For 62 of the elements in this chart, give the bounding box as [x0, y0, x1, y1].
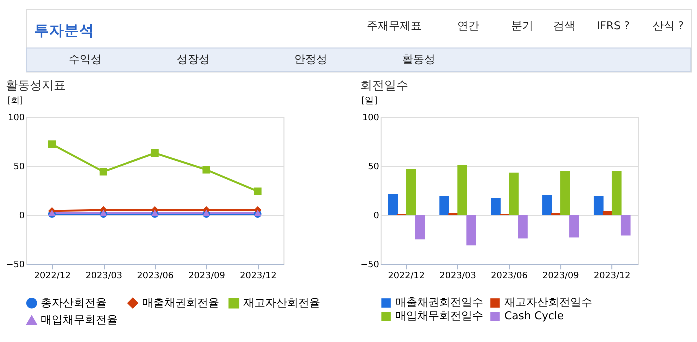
bar — [612, 170, 622, 216]
y-tick-label: 50 — [368, 162, 380, 172]
text: 성장성 — [176, 52, 210, 66]
text: 투자분석 — [34, 22, 94, 40]
text: 안정성 — [294, 52, 328, 66]
bar — [509, 172, 519, 216]
bar — [594, 196, 604, 216]
text: 활동성 — [402, 52, 436, 66]
point — [151, 149, 159, 158]
x-tick-label: 2023/03 — [86, 271, 122, 282]
point — [100, 168, 108, 176]
bar — [620, 215, 631, 236]
x-tick-label: 2023/09 — [188, 271, 226, 282]
text: 수익성 — [68, 52, 102, 66]
bar — [415, 215, 426, 240]
y-tick-label: −50 — [360, 260, 380, 271]
y-tick-label: 0 — [374, 212, 380, 222]
bar — [458, 165, 468, 216]
text: 주재무제표 — [367, 20, 422, 33]
point — [254, 188, 262, 196]
x-tick-label: 2022/12 — [388, 271, 425, 282]
bar — [560, 170, 570, 216]
x-tick-label: 2023/12 — [594, 271, 631, 282]
y-tick-label: 0 — [19, 212, 26, 222]
y-axis-title: [일] — [362, 96, 378, 107]
x-tick-label: 2022/12 — [34, 271, 72, 282]
legend-label: 매출채권회전일수 — [396, 296, 484, 310]
text: 검색 — [553, 20, 576, 33]
x-tick-label: 2023/12 — [240, 271, 277, 282]
y-tick-label: 100 — [362, 113, 380, 124]
legend-label: 재고자산회전일수 — [504, 296, 593, 310]
bar — [518, 215, 528, 239]
x-tick-label: 2023/06 — [137, 271, 174, 282]
bar — [406, 168, 416, 216]
y-axis-title: [회] — [7, 96, 24, 107]
chart-title: 회전일수 — [360, 78, 408, 92]
text: 연간 — [457, 20, 480, 33]
bar — [440, 196, 450, 216]
legend-label: 매출채권회전율 — [142, 296, 220, 310]
legend-label: Cash Cycle — [504, 310, 564, 323]
point — [202, 166, 210, 174]
bar — [570, 215, 580, 238]
point — [48, 140, 56, 148]
y-tick-label: −50 — [6, 260, 26, 271]
y-tick-label: 50 — [14, 162, 26, 172]
bar — [602, 211, 613, 216]
bar — [491, 198, 501, 216]
bar — [466, 215, 476, 246]
y-tick-label: 100 — [8, 113, 26, 124]
chart-title: 활동성지표 — [6, 78, 66, 92]
legend-label: 재고자산회전율 — [243, 296, 320, 310]
legend-label: 총자산회전율 — [41, 296, 108, 310]
bar — [388, 194, 398, 216]
text: IFRS ? — [597, 20, 630, 33]
x-tick-label: 2023/09 — [542, 271, 580, 282]
text: 분기 — [511, 20, 534, 33]
x-tick-label: 2023/03 — [440, 271, 476, 282]
legend-label: 매입채무회전율 — [41, 314, 118, 327]
x-tick-label: 2023/06 — [491, 271, 528, 282]
text: 산식 ? — [652, 20, 684, 33]
legend-label: 매입채무회전일수 — [396, 310, 484, 323]
bar — [542, 195, 552, 216]
